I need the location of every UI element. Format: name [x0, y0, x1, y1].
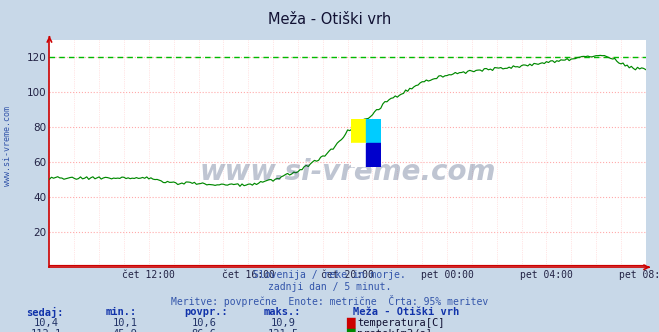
Text: pretok[m3/s]: pretok[m3/s]: [357, 329, 432, 332]
Text: Meža - Otiški vrh: Meža - Otiški vrh: [268, 12, 391, 27]
Bar: [351, 143, 366, 167]
Text: 10,6: 10,6: [192, 318, 217, 328]
Text: 10,1: 10,1: [113, 318, 138, 328]
Text: Slovenija / reke in morje.: Slovenija / reke in morje.: [253, 270, 406, 280]
Text: min.:: min.:: [105, 307, 136, 317]
Text: 121,5: 121,5: [268, 329, 299, 332]
Bar: [351, 119, 366, 143]
Text: temperatura[C]: temperatura[C]: [357, 318, 445, 328]
Text: 10,9: 10,9: [271, 318, 296, 328]
Text: sedaj:: sedaj:: [26, 307, 64, 318]
Bar: [366, 143, 381, 167]
Text: 86,6: 86,6: [192, 329, 217, 332]
Text: Meža - Otiški vrh: Meža - Otiški vrh: [353, 307, 459, 317]
Bar: [366, 119, 381, 143]
Text: zadnji dan / 5 minut.: zadnji dan / 5 minut.: [268, 282, 391, 292]
Text: █: █: [346, 329, 355, 332]
Text: povpr.:: povpr.:: [185, 307, 228, 317]
Text: 112,1: 112,1: [30, 329, 62, 332]
Text: █: █: [346, 318, 355, 329]
Text: 10,4: 10,4: [34, 318, 59, 328]
Text: www.si-vreme.com: www.si-vreme.com: [200, 158, 496, 186]
Text: maks.:: maks.:: [264, 307, 301, 317]
Text: 45,9: 45,9: [113, 329, 138, 332]
Text: www.si-vreme.com: www.si-vreme.com: [3, 106, 13, 186]
Text: Meritve: povprečne  Enote: metrične  Črta: 95% meritev: Meritve: povprečne Enote: metrične Črta:…: [171, 295, 488, 307]
